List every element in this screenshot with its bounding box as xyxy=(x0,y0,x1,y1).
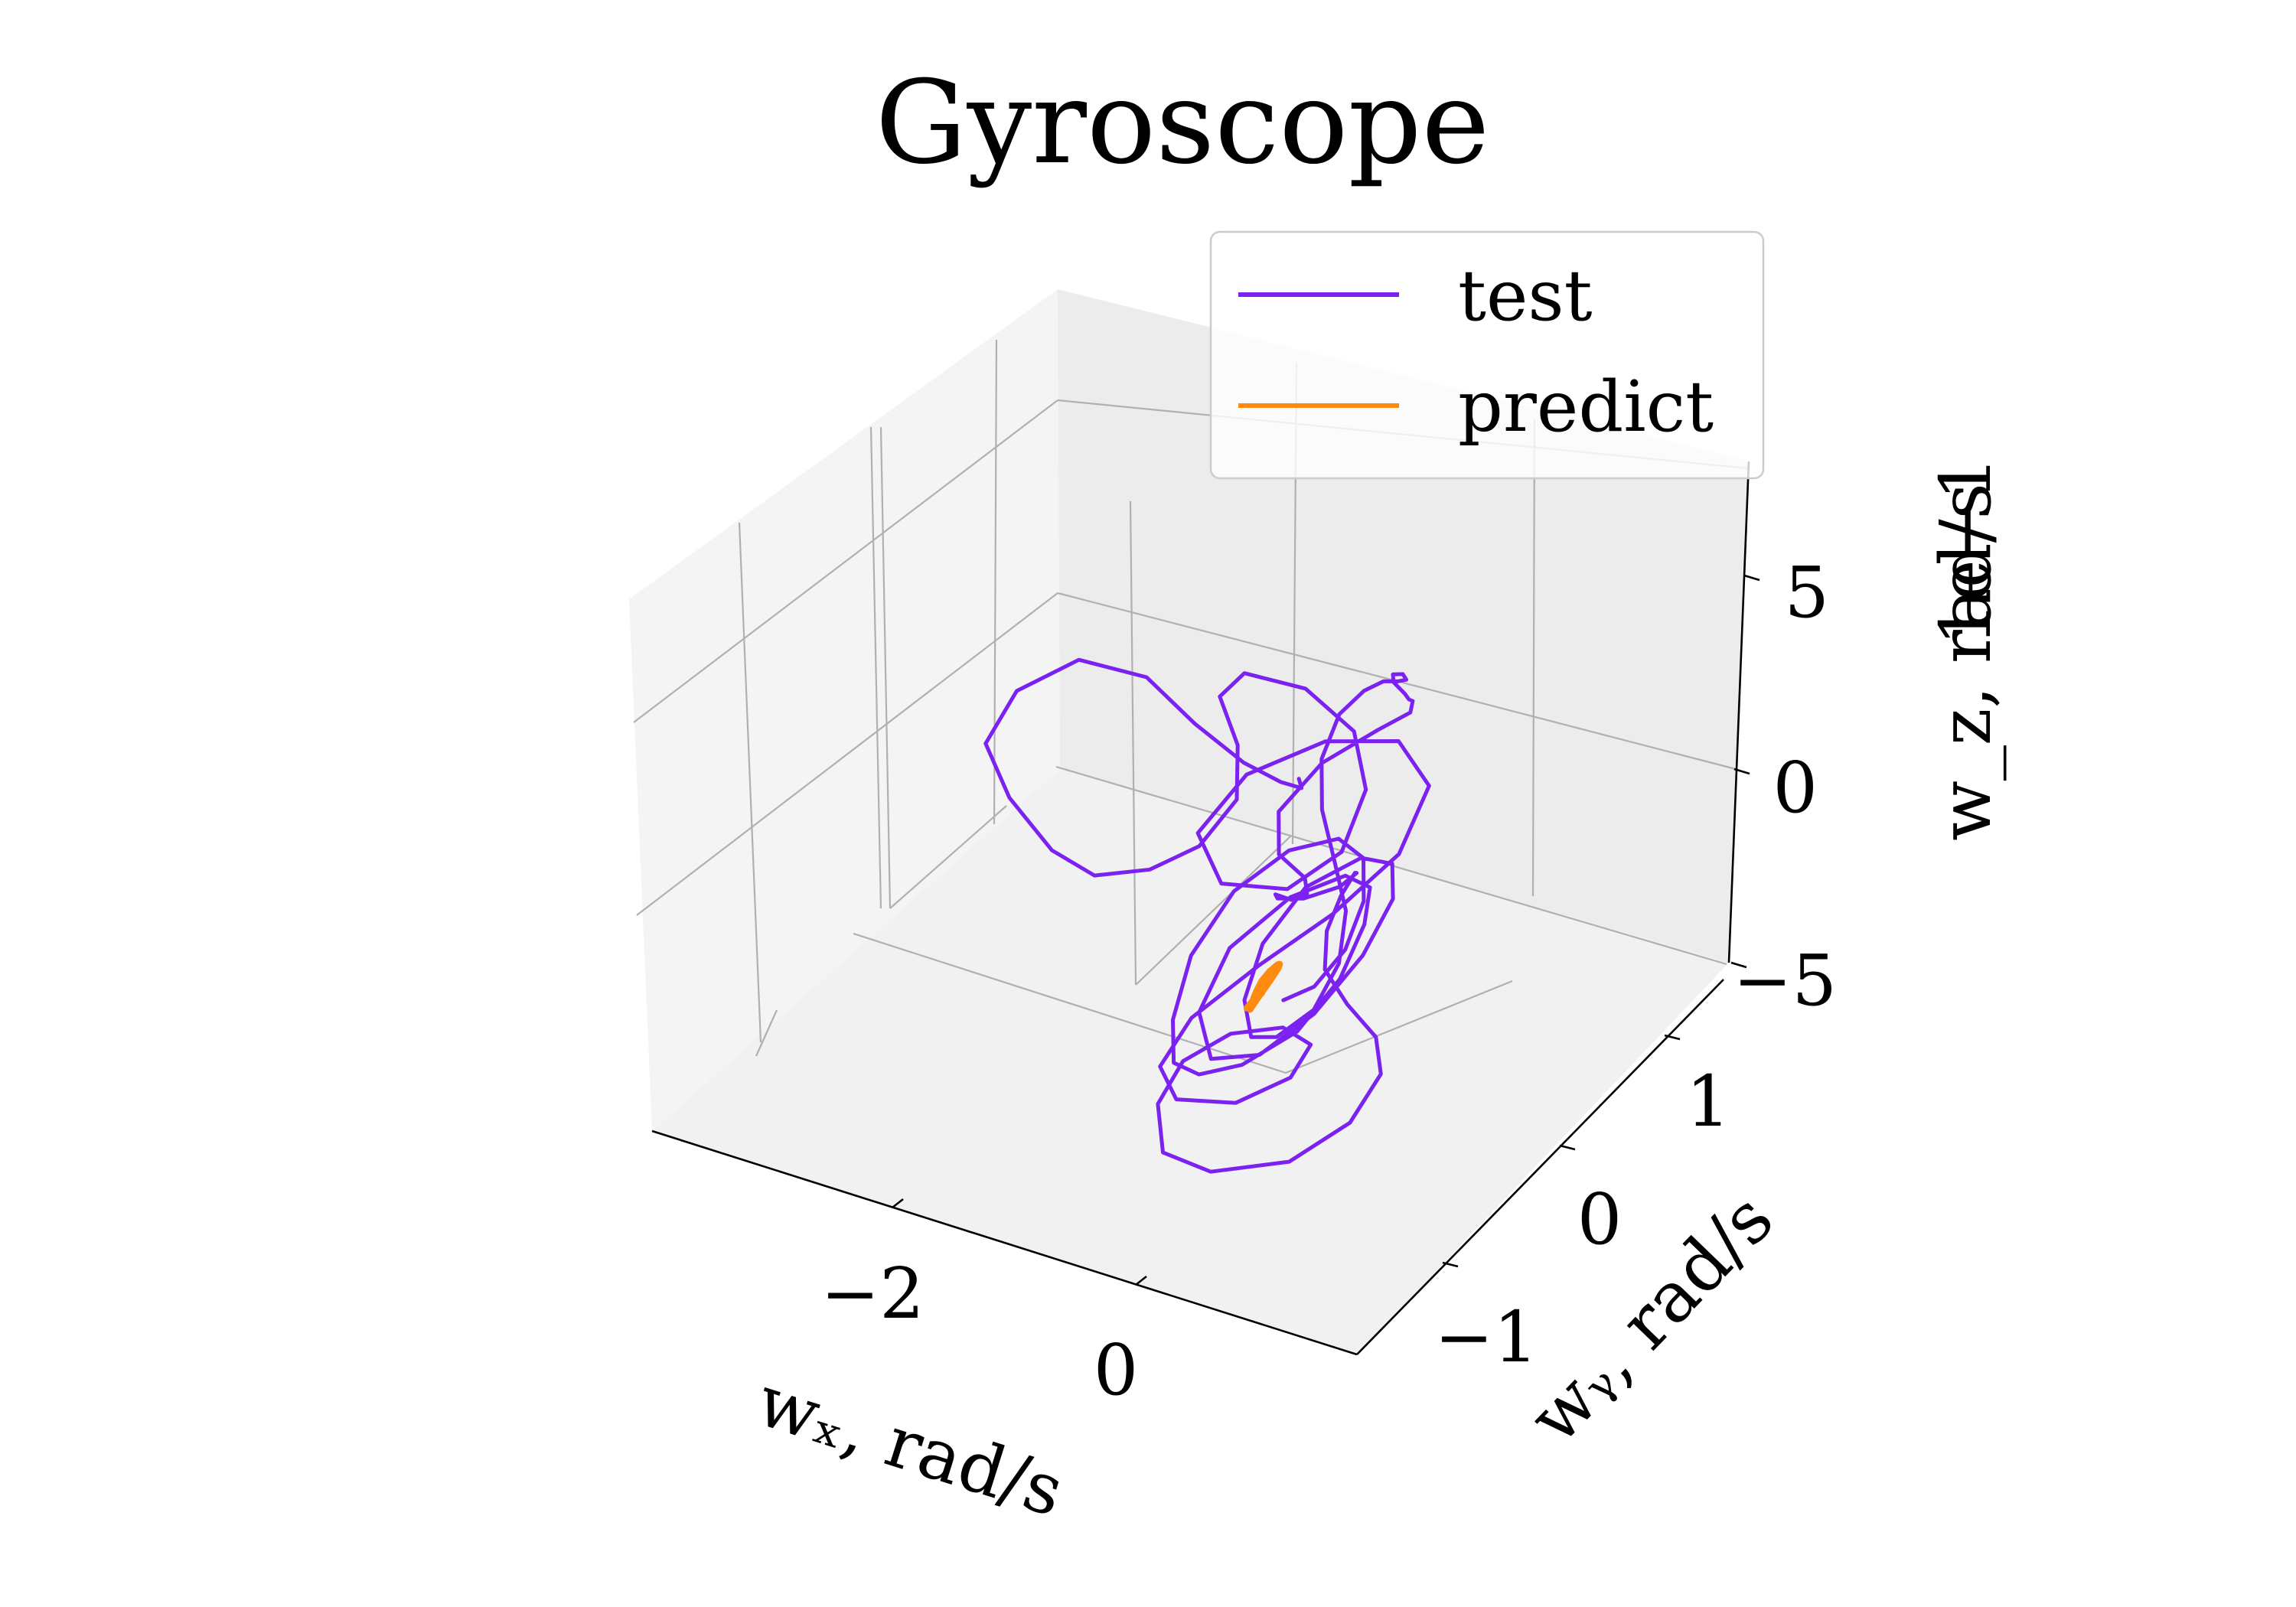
grid-line xyxy=(869,426,882,909)
x-axis-line xyxy=(651,1129,1358,1356)
left-pane xyxy=(629,289,1060,1131)
x-tick-mark xyxy=(892,1198,904,1209)
axis-ticks: −2 0 −1 0 1 −5 0 5 xyxy=(820,552,1837,1411)
z-tick-mark xyxy=(1743,574,1760,582)
z-axis-label: w_z, rad/s xyxy=(1925,483,2007,841)
chart-title: Gyroscope xyxy=(876,57,1490,190)
grid-line xyxy=(633,399,1058,723)
series-layer xyxy=(983,657,1431,1174)
y-tick-mark xyxy=(1559,1144,1576,1151)
grid-line xyxy=(889,805,1007,909)
y-tick-label: −1 xyxy=(1434,1296,1538,1378)
floor-pane xyxy=(652,769,1729,1354)
x-tick-label: −2 xyxy=(820,1253,925,1335)
grid-line xyxy=(993,339,998,825)
z-tick-label: 0 xyxy=(1773,747,1818,829)
grid-line xyxy=(1129,500,1137,986)
grid-line xyxy=(636,592,1058,916)
z-tick-mark xyxy=(1733,768,1750,775)
y-tick-label: 0 xyxy=(1577,1178,1623,1260)
grid-line xyxy=(1531,418,1536,897)
series-line-test xyxy=(983,657,1431,1174)
grid-line xyxy=(1285,980,1513,1074)
y-tick-mark xyxy=(1664,1034,1681,1041)
grid-line xyxy=(853,932,1287,1074)
legend-label-predict: predict xyxy=(1458,366,1714,448)
series-line-predict xyxy=(1243,960,1283,1013)
y-axis-label: wᵧ, rad/s xyxy=(1513,1178,1789,1459)
grid-line xyxy=(1135,836,1291,986)
legend-label-test: test xyxy=(1458,255,1593,337)
z-tick-label: 5 xyxy=(1784,552,1829,634)
x-tick-mark xyxy=(1135,1275,1147,1286)
z-tick-label: −5 xyxy=(1733,940,1837,1022)
x-axis-label: wₓ, rad/s xyxy=(748,1360,1073,1533)
y-tick-mark xyxy=(1442,1261,1459,1268)
x-tick-label: 0 xyxy=(1094,1329,1139,1411)
y-tick-label: 1 xyxy=(1686,1061,1731,1143)
axis-spines xyxy=(651,461,1750,1356)
z-axis-line xyxy=(1727,461,1750,963)
z-offset-text: 1e−1 xyxy=(1925,456,2007,647)
grid-line xyxy=(755,1009,778,1057)
z-tick-mark xyxy=(1730,961,1747,969)
y-axis-line xyxy=(1356,979,1724,1355)
grid-line xyxy=(879,426,892,909)
legend: test predict xyxy=(1209,230,1765,480)
grid-line xyxy=(738,522,762,1043)
